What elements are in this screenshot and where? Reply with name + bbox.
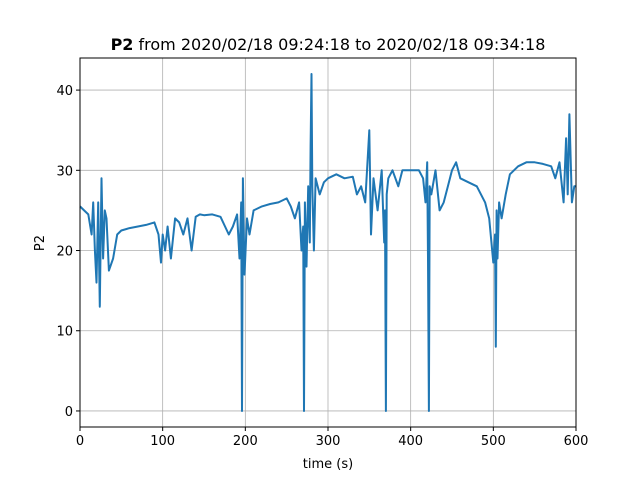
y-tick-label: 0	[65, 405, 73, 420]
x-tick-label: 400	[398, 434, 423, 449]
x-tick-label: 500	[481, 434, 506, 449]
x-ticks: 0 100 200 300 400 500 600	[76, 427, 589, 449]
chart-title-rest: from 2020/02/18 09:24:18 to 2020/02/18 0…	[133, 35, 545, 54]
y-ticks: 0 10 20 30 40	[56, 84, 80, 420]
series-line	[79, 73, 576, 412]
x-tick-label: 200	[233, 434, 258, 449]
grid-lines	[79, 58, 577, 427]
y-tick-label: 10	[56, 325, 73, 340]
x-tick-label: 300	[316, 434, 341, 449]
x-tick-label: 600	[564, 434, 589, 449]
x-tick-label: 0	[76, 434, 84, 449]
data-series	[79, 73, 576, 412]
chart-title-bold: P2	[111, 35, 134, 54]
y-tick-label: 30	[56, 164, 73, 179]
chart-title: P2 from 2020/02/18 09:24:18 to 2020/02/1…	[111, 35, 546, 54]
x-tick-label: 100	[150, 434, 175, 449]
y-tick-label: 40	[56, 84, 73, 99]
x-axis-label: time (s)	[303, 457, 353, 472]
y-tick-label: 20	[56, 245, 73, 260]
y-axis-label: P2	[33, 235, 48, 251]
